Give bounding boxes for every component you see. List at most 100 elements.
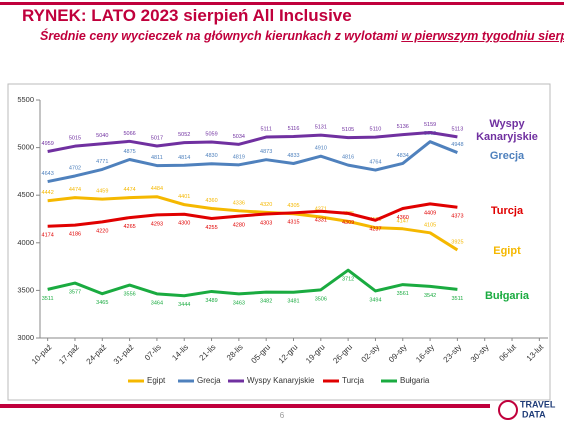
data-label: 5113 [451, 126, 463, 132]
data-label: 4331 [315, 218, 327, 224]
data-label: 5015 [69, 136, 81, 142]
data-label: 5159 [424, 122, 436, 128]
data-label: 3465 [96, 300, 108, 306]
data-label: 3463 [233, 300, 245, 306]
data-label: 5111 [260, 126, 271, 132]
data-label: 4959 [42, 141, 54, 147]
data-label: 4186 [69, 232, 81, 238]
data-label: 4305 [287, 203, 299, 209]
data-label: 3482 [260, 299, 272, 305]
data-label: 4816 [342, 155, 354, 161]
data-label: 4220 [96, 228, 108, 234]
legend-label: Grecja [197, 376, 221, 385]
series-label: Wyspy Kanaryjskie [476, 118, 538, 143]
data-label: 4373 [451, 214, 463, 220]
series-line [47, 130, 458, 153]
data-label: 3925 [451, 239, 463, 245]
data-label: 3489 [205, 298, 217, 304]
x-tick-label: 28-lis [225, 343, 245, 363]
data-label: 3511 [451, 296, 463, 302]
data-label: 4474 [69, 187, 81, 193]
data-label: 4315 [287, 219, 299, 225]
data-label: 4336 [233, 200, 245, 206]
data-label: 4910 [315, 146, 327, 152]
x-tick-label: 26-gru [331, 343, 354, 366]
data-label: 4814 [178, 155, 190, 161]
y-tick-label: 4000 [17, 238, 34, 247]
series-label: Grecja [489, 150, 525, 162]
logo-text: DATA [522, 409, 546, 419]
data-label: 3712 [342, 277, 354, 283]
data-label: 4948 [451, 142, 463, 148]
logo-icon [498, 400, 518, 420]
data-label: 4309 [342, 220, 354, 226]
data-label: 5017 [151, 135, 163, 141]
x-tick-label: 17-paź [57, 343, 81, 367]
data-label: 5136 [397, 124, 409, 130]
legend-label: Wyspy Kanaryjskie [247, 376, 315, 385]
data-label: 4833 [287, 153, 299, 159]
data-label: 4875 [123, 149, 135, 155]
data-label: 4174 [42, 233, 54, 239]
data-label: 4255 [205, 225, 217, 231]
series-line [47, 140, 458, 184]
data-label: 3481 [287, 299, 299, 305]
data-label: 4237 [369, 227, 381, 233]
x-tick-label: 05-gru [249, 343, 272, 366]
data-label: 3494 [369, 297, 381, 303]
x-tick-label: 23-sty [442, 343, 464, 365]
series-label: Bułgaria [484, 290, 529, 302]
chart-subtitle: Średnie ceny wycieczek na głównych kieru… [40, 29, 564, 43]
y-tick-label: 5500 [17, 95, 34, 104]
y-tick-label: 5000 [17, 143, 34, 152]
data-label: 4271 [315, 206, 327, 212]
subtitle-text: Średnie ceny wycieczek na głównych kieru… [40, 29, 398, 43]
legend-label: Egipt [147, 376, 166, 385]
plot-frame [7, 83, 551, 401]
data-label: 4474 [123, 187, 135, 193]
data-label: 4303 [260, 220, 272, 226]
x-tick-label: 02-sty [360, 343, 382, 365]
data-label: 4265 [123, 224, 135, 230]
data-label: 5052 [178, 132, 190, 138]
x-tick-label: 21-lis [198, 343, 218, 363]
data-label: 4830 [205, 153, 217, 159]
data-label: 3506 [315, 296, 327, 302]
data-label: 4293 [151, 221, 163, 227]
data-label: 3511 [42, 296, 54, 302]
chart-title: RYNEK: LATO 2023 sierpień All Inclusive [22, 6, 352, 25]
data-label: 4360 [397, 215, 409, 221]
legend-label: Turcja [342, 376, 364, 385]
data-label: 5110 [370, 127, 382, 133]
series-label: Turcja [490, 205, 524, 217]
data-label: 4105 [424, 222, 436, 228]
data-label: 4280 [233, 223, 245, 229]
data-label: 4484 [151, 186, 163, 192]
x-tick-label: 12-gru [277, 343, 300, 366]
data-label: 3464 [151, 300, 163, 306]
y-tick-label: 3000 [17, 333, 34, 342]
data-label: 4442 [42, 190, 54, 196]
data-label: 3444 [178, 302, 190, 308]
x-tick-label: 10-paź [30, 343, 54, 367]
data-label: 4643 [42, 171, 54, 177]
bottom-bar [0, 404, 490, 408]
series-line [47, 268, 458, 298]
data-label: 4360 [205, 198, 217, 204]
x-tick-label: 07-lis [143, 343, 163, 363]
legend-label: Bułgaria [400, 376, 430, 385]
data-label: 3556 [123, 292, 135, 298]
page-number: 6 [280, 411, 285, 420]
data-label: 4320 [260, 202, 272, 208]
series-line [47, 195, 459, 252]
x-tick-label: 14-lis [170, 343, 190, 363]
data-label: 5131 [315, 125, 327, 131]
data-label: 5105 [342, 127, 354, 133]
data-label: 4409 [424, 210, 436, 216]
data-label: 3542 [424, 293, 436, 299]
x-tick-label: 30-sty [469, 343, 491, 365]
top-bar [0, 2, 564, 5]
data-label: 4819 [233, 154, 245, 160]
